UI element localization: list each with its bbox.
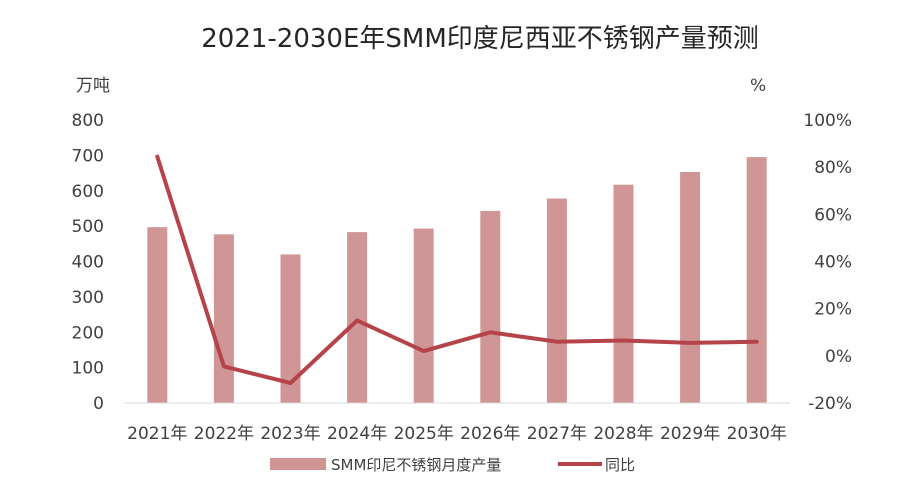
right-tick-label: 100% — [803, 111, 852, 131]
left-tick-label: 100 — [72, 359, 104, 379]
legend-line-label: 同比 — [605, 456, 635, 474]
right-axis-ticks: -20% 0% 20% 40% 60% 80% 100% — [803, 111, 852, 414]
x-tick-label: 2026年 — [460, 424, 520, 444]
x-tick-label: 2022年 — [194, 424, 254, 444]
legend-bar-swatch — [270, 458, 326, 470]
left-tick-label: 300 — [72, 288, 104, 308]
chart-title: 2021-2030E年SMM印度尼西亚不锈钢产量预测 — [201, 24, 759, 54]
x-tick-label: 2023年 — [260, 424, 320, 444]
bar-2024年 — [347, 232, 368, 403]
right-tick-label: 20% — [814, 300, 852, 320]
left-axis-unit: 万吨 — [76, 76, 110, 96]
right-axis-unit: % — [750, 76, 766, 96]
bar-2025年 — [413, 228, 434, 403]
left-tick-label: 800 — [72, 111, 104, 131]
right-tick-label: 80% — [814, 158, 852, 178]
bar-2028年 — [613, 184, 634, 403]
bar-2027年 — [546, 198, 567, 403]
right-tick-label: -20% — [808, 394, 852, 414]
x-tick-label: 2030年 — [727, 424, 787, 444]
left-tick-label: 500 — [72, 217, 104, 237]
right-tick-label: 0% — [825, 347, 852, 367]
x-tick-label: 2025年 — [394, 424, 454, 444]
chart-legend: SMM印尼不锈钢月度产量 同比 — [270, 456, 635, 474]
x-tick-label: 2021年 — [127, 424, 187, 444]
x-axis-ticks: 2021年 2022年 2023年 2024年 2025年 2026年 2027年 2028年… — [127, 424, 787, 444]
left-axis-ticks: 0 100 200 300 400 500 600 700 800 — [72, 111, 104, 414]
legend-bar-label: SMM印尼不锈钢月度产量 — [331, 456, 501, 474]
bar-2026年 — [480, 210, 501, 403]
left-tick-label: 600 — [72, 182, 104, 202]
bar-2022年 — [213, 234, 234, 403]
bar-2030年 — [746, 157, 767, 403]
line-series — [155, 154, 759, 385]
right-tick-label: 60% — [814, 205, 852, 225]
left-tick-label: 0 — [93, 394, 104, 414]
right-tick-label: 40% — [814, 253, 852, 273]
bar-series — [147, 157, 767, 403]
bar-2029年 — [680, 172, 701, 403]
x-tick-label: 2028年 — [593, 424, 653, 444]
x-tick-label: 2029年 — [660, 424, 720, 444]
x-tick-label: 2024年 — [327, 424, 387, 444]
bar-2021年 — [147, 227, 168, 403]
x-tick-label: 2027年 — [527, 424, 587, 444]
left-tick-label: 200 — [72, 323, 104, 343]
bar-2023年 — [280, 254, 301, 403]
left-tick-label: 700 — [72, 146, 104, 166]
yoy-line — [155, 154, 759, 385]
left-tick-label: 400 — [72, 253, 104, 273]
